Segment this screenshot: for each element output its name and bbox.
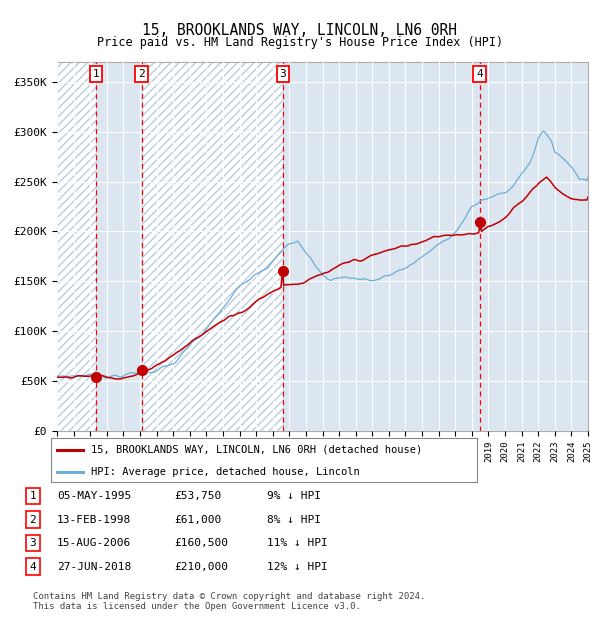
Text: 9% ↓ HPI: 9% ↓ HPI — [267, 491, 321, 501]
Text: 2: 2 — [139, 69, 145, 79]
Text: 11% ↓ HPI: 11% ↓ HPI — [267, 538, 328, 548]
Text: 8% ↓ HPI: 8% ↓ HPI — [267, 515, 321, 525]
Text: 4: 4 — [476, 69, 484, 79]
Text: 15, BROOKLANDS WAY, LINCOLN, LN6 0RH (detached house): 15, BROOKLANDS WAY, LINCOLN, LN6 0RH (de… — [91, 445, 423, 455]
Text: 27-JUN-2018: 27-JUN-2018 — [57, 562, 131, 572]
Bar — [57, 62, 96, 431]
Text: Price paid vs. HM Land Registry's House Price Index (HPI): Price paid vs. HM Land Registry's House … — [97, 36, 503, 49]
Bar — [142, 62, 283, 431]
Bar — [142, 62, 283, 431]
Text: 05-MAY-1995: 05-MAY-1995 — [57, 491, 131, 501]
Text: 3: 3 — [29, 538, 37, 548]
Text: 13-FEB-1998: 13-FEB-1998 — [57, 515, 131, 525]
Text: £53,750: £53,750 — [174, 491, 221, 501]
Text: 15-AUG-2006: 15-AUG-2006 — [57, 538, 131, 548]
Bar — [57, 62, 96, 431]
Text: 15, BROOKLANDS WAY, LINCOLN, LN6 0RH: 15, BROOKLANDS WAY, LINCOLN, LN6 0RH — [143, 23, 458, 38]
Text: 4: 4 — [29, 562, 37, 572]
Text: 2: 2 — [29, 515, 37, 525]
Text: £210,000: £210,000 — [174, 562, 228, 572]
Text: HPI: Average price, detached house, Lincoln: HPI: Average price, detached house, Linc… — [91, 467, 360, 477]
Text: Contains HM Land Registry data © Crown copyright and database right 2024.: Contains HM Land Registry data © Crown c… — [33, 592, 425, 601]
Bar — [480, 62, 588, 431]
Text: 1: 1 — [92, 69, 100, 79]
Bar — [283, 62, 480, 431]
Bar — [96, 62, 142, 431]
Text: £61,000: £61,000 — [174, 515, 221, 525]
Text: 1: 1 — [29, 491, 37, 501]
Text: 3: 3 — [280, 69, 286, 79]
Text: This data is licensed under the Open Government Licence v3.0.: This data is licensed under the Open Gov… — [33, 602, 361, 611]
Text: £160,500: £160,500 — [174, 538, 228, 548]
Text: 12% ↓ HPI: 12% ↓ HPI — [267, 562, 328, 572]
